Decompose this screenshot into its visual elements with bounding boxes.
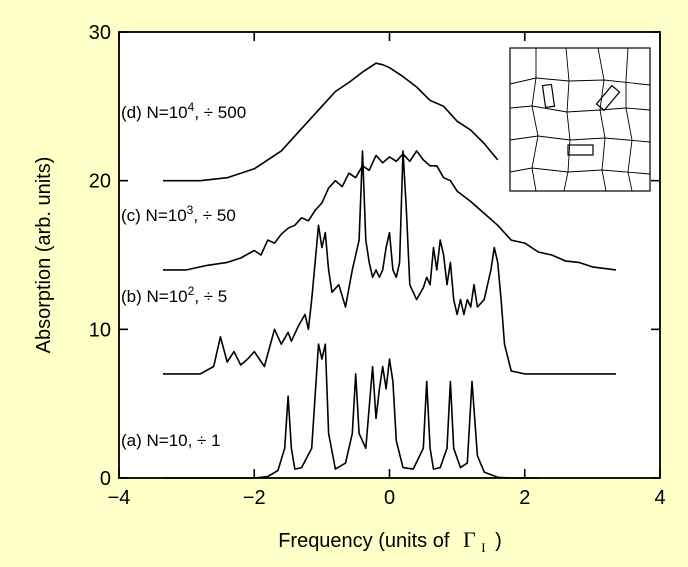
y-tick-label: 30	[89, 22, 111, 44]
inset-frame	[509, 47, 651, 192]
series-label-exponent: 3	[187, 203, 194, 217]
inset-cell-horizontal	[567, 144, 594, 156]
y-axis-title: Absorption (arb. units)	[33, 157, 55, 354]
inset-cell-vertical	[541, 83, 556, 109]
series-label-divisor: , ÷ 5	[194, 287, 227, 306]
series-label-text: (a) N=10, ÷ 1	[121, 431, 221, 450]
series-label-text: (d) N=10	[121, 103, 188, 122]
x-tick-label: −4	[108, 487, 131, 509]
curve-c	[163, 150, 617, 271]
curve-a	[163, 343, 539, 479]
series-label: (d) N=104, ÷ 500	[121, 100, 246, 122]
series-label-text: (b) N=10	[121, 287, 188, 306]
x-axis-title-subscript: I	[481, 540, 485, 555]
series-label-exponent: 4	[188, 100, 195, 114]
x-axis-title-close: )	[495, 530, 502, 552]
y-tick-label: 20	[89, 171, 111, 193]
x-ticks: −4 −2 0 2 4	[108, 32, 666, 509]
series-label-text: (c) N=10	[121, 206, 187, 225]
series-label-divisor: , ÷ 500	[194, 103, 246, 122]
inset-cell-tilted	[595, 84, 621, 112]
inset-grid-lines	[509, 47, 651, 192]
x-tick-label: 0	[384, 487, 395, 509]
x-axis-title-symbol: Γ	[463, 527, 476, 552]
y-tick-label: 0	[100, 468, 111, 490]
series-label: (c) N=103, ÷ 50	[121, 203, 236, 225]
series-curves	[163, 62, 617, 479]
series-label: (a) N=10, ÷ 1	[121, 431, 221, 450]
x-axis-title-text: Frequency (units of	[278, 530, 450, 552]
curve-b	[163, 150, 616, 375]
x-tick-label: −2	[243, 487, 266, 509]
x-tick-label: 2	[519, 487, 530, 509]
curve-d	[163, 62, 499, 182]
y-tick-label: 10	[89, 319, 111, 341]
inset-lattice	[509, 47, 651, 192]
y-ticks: 0 10 20 30	[89, 22, 660, 490]
series-label-divisor: , ÷ 50	[193, 206, 235, 225]
series-labels: (a) N=10, ÷ 1(b) N=102, ÷ 5(c) N=103, ÷ …	[121, 100, 246, 450]
x-axis-title: Frequency (units of Γ I )	[278, 527, 502, 557]
inset-highlight-cells	[541, 83, 621, 156]
x-tick-label: 4	[654, 487, 665, 509]
series-label: (b) N=102, ÷ 5	[121, 284, 227, 306]
series-label-exponent: 2	[188, 284, 195, 298]
